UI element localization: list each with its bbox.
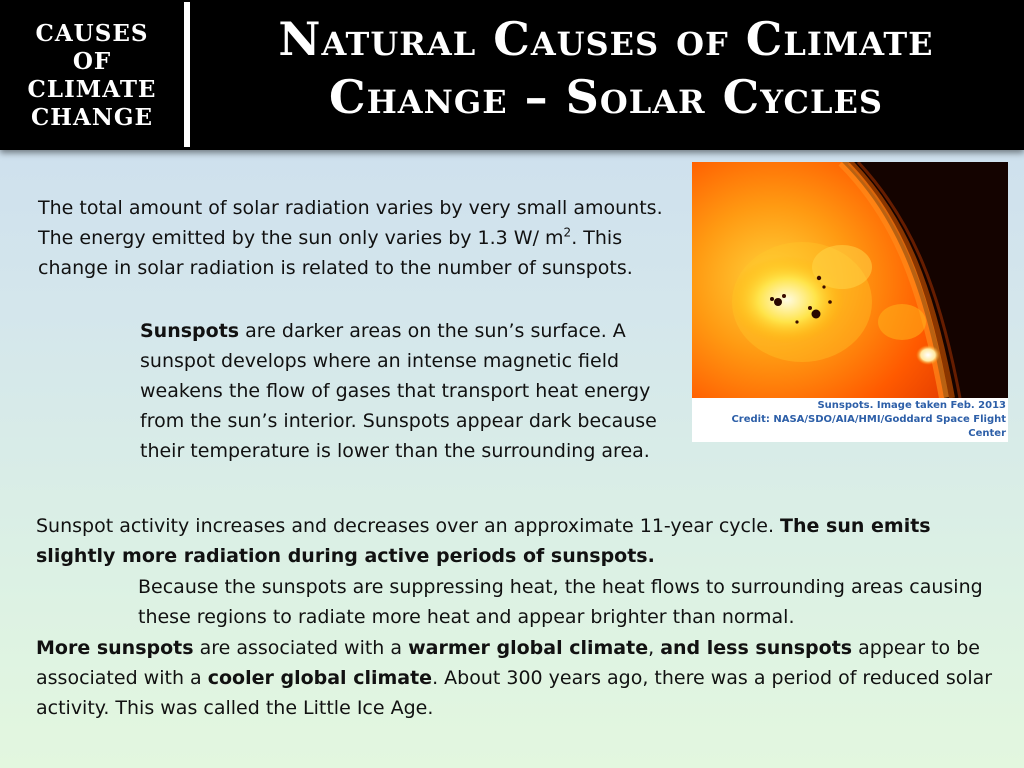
page-title-line: Natural Causes of Climate [278, 12, 934, 66]
paragraph-text: The total amount of solar radiation vari… [38, 197, 663, 249]
page-title-line: Change – Solar Cycles [328, 70, 884, 124]
section-label-line: OF [72, 48, 112, 75]
title-bar: CAUSES OF CLIMATE CHANGE Natural Causes … [0, 0, 1024, 150]
sunspot-photo [692, 162, 1008, 398]
paragraph-text: . About 300 years ago, there was a perio… [36, 667, 993, 719]
paragraph-text: Sunspot activity increases and decreases… [36, 515, 781, 537]
section-label-line: CLIMATE [27, 76, 157, 103]
emphasis-text: and less sunspots [660, 637, 853, 659]
caption-credit: Credit: NASA/SDO/AIA/HMI/Goddard Space F… [731, 414, 1006, 439]
sun-surface-image [692, 162, 1008, 398]
paragraph-text: , [648, 637, 661, 659]
paragraph-text: appear to be associated with a [36, 637, 980, 689]
superscript: 2 [563, 225, 572, 240]
term-sunspots: Sunspots [140, 320, 240, 342]
solar-radiation-paragraph: The total amount of solar radiation vari… [38, 193, 668, 283]
paragraph-text: are associated with a [193, 637, 409, 659]
caption-line: Sunspots. Image taken Feb. 2013 [817, 400, 1006, 411]
section-label: CAUSES OF CLIMATE CHANGE [0, 6, 184, 146]
heat-flow-paragraph: Because the sunspots are suppressing hea… [138, 572, 998, 632]
page-title: Natural Causes of Climate Change – Solar… [196, 10, 1016, 126]
emphasis-text: More sunspots [36, 637, 194, 659]
section-label-line: CAUSES [35, 20, 149, 47]
paragraph-text: Because the sunspots are suppressing hea… [138, 576, 983, 628]
paragraph-text: . This change in solar radiation is rela… [38, 227, 633, 279]
sunspot-definition-paragraph: Sunspots are darker areas on the sun’s s… [140, 316, 675, 466]
emphasis-text: warmer global climate [408, 637, 649, 659]
sunspot-figure: Sunspots. Image taken Feb. 2013 Credit: … [692, 162, 1008, 442]
header-divider [184, 2, 190, 147]
paragraph-text: are darker areas on the sun’s surface. A… [140, 320, 657, 462]
figure-caption: Sunspots. Image taken Feb. 2013 Credit: … [692, 399, 1006, 441]
emphasis-text: The sun emits slightly more radiation du… [36, 515, 931, 567]
section-label-line: CHANGE [30, 104, 154, 131]
climate-link-paragraph: More sunspots are associated with a warm… [36, 633, 1006, 723]
emphasis-text: cooler global climate [207, 667, 433, 689]
solar-cycle-paragraph: Sunspot activity increases and decreases… [36, 511, 996, 571]
